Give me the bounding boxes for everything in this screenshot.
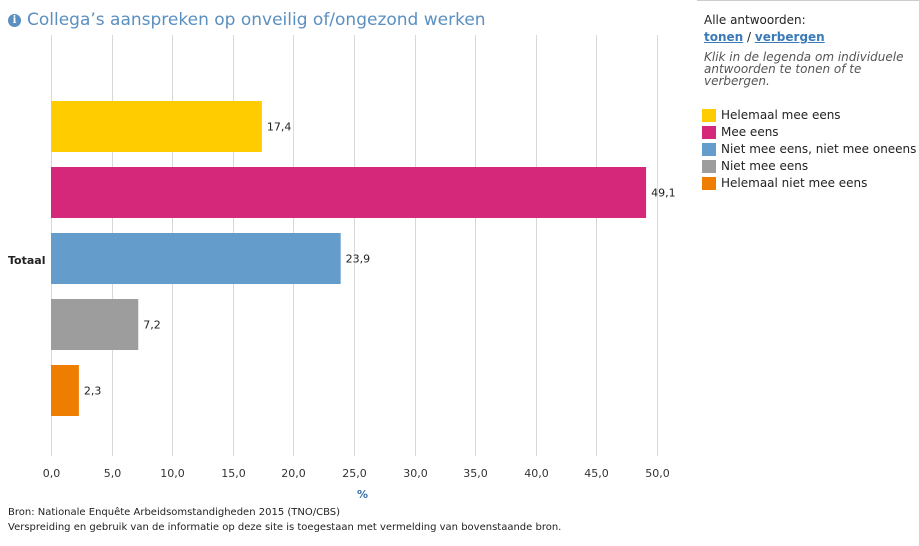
- legend-item[interactable]: Helemaal niet mee eens: [702, 176, 917, 191]
- source-note: Bron: Nationale Enquête Arbeidsomstandig…: [8, 505, 561, 535]
- legend-item[interactable]: Mee eens: [702, 125, 917, 140]
- x-tick-label: 35,0: [463, 467, 488, 480]
- toggle-separator: /: [747, 30, 752, 44]
- bar: [51, 233, 341, 284]
- x-axis-label: %: [357, 488, 369, 501]
- legend-label: Niet mee eens: [721, 159, 809, 173]
- source-line: Bron: Nationale Enquête Arbeidsomstandig…: [8, 507, 341, 518]
- legend-panel: Alle antwoorden: tonen / verbergen Klik …: [697, 0, 919, 231]
- x-tick-label: 10,0: [160, 467, 185, 480]
- data-label: 17,4: [267, 121, 292, 134]
- info-icon[interactable]: i: [8, 13, 21, 27]
- legend-swatch: [702, 143, 716, 156]
- legend-swatch: [702, 160, 716, 173]
- category-label: Totaal: [8, 254, 45, 267]
- chart-title-row: i Collega’s aanspreken op onveilig of/on…: [8, 10, 486, 30]
- legend-label: Helemaal mee eens: [721, 108, 841, 122]
- chart-title: Collega’s aanspreken op onveilig of/onge…: [27, 10, 486, 30]
- x-tick-label: 15,0: [221, 467, 246, 480]
- bar-chart: 0,0 5,0 10,0 15,0 20,0 25,0 30,0 35,0 40,0 45,0 50…: [8, 35, 676, 480]
- legend-item[interactable]: Niet mee eens, niet mee oneens: [702, 142, 917, 157]
- legend-label: Niet mee eens, niet mee oneens: [721, 142, 917, 156]
- x-tick-label: 20,0: [281, 467, 306, 480]
- legend-item[interactable]: Niet mee eens: [702, 159, 917, 174]
- legend-swatch: [702, 126, 716, 139]
- bar: [51, 167, 647, 218]
- legend-hint: Klik in de legenda om individuele antwoo…: [704, 50, 904, 88]
- hide-all-link[interactable]: verbergen: [754, 30, 825, 44]
- data-label: 7,2: [143, 319, 161, 332]
- legend-label: Helemaal niet mee eens: [721, 176, 868, 190]
- x-tick-label: 40,0: [524, 467, 549, 480]
- usage-note: Verspreiding en gebruik van de informati…: [8, 522, 562, 533]
- x-tick-label: 0,0: [43, 467, 61, 480]
- legend-swatch: [702, 177, 716, 190]
- show-all-link[interactable]: tonen: [704, 30, 744, 44]
- x-tick-label: 45,0: [584, 467, 609, 480]
- legend-swatch: [702, 109, 716, 122]
- data-label: 49,1: [651, 187, 676, 200]
- show-hide-toggle: tonen / verbergen: [704, 30, 825, 44]
- x-tick-label: 5,0: [104, 467, 122, 480]
- bar: [51, 365, 79, 416]
- legend: Helemaal mee eens Mee eens Niet mee eens, …: [702, 108, 917, 193]
- legend-item[interactable]: Helemaal mee eens: [702, 108, 917, 123]
- data-label: 23,9: [346, 253, 371, 266]
- x-tick-label: 25,0: [342, 467, 367, 480]
- legend-label: Mee eens: [721, 125, 779, 139]
- bar: [51, 101, 262, 152]
- x-tick-label: 50,0: [645, 467, 670, 480]
- x-tick-label: 30,0: [403, 467, 428, 480]
- bar: [51, 299, 139, 350]
- data-label: 2,3: [84, 385, 102, 398]
- all-answers-label: Alle antwoorden:: [704, 13, 806, 27]
